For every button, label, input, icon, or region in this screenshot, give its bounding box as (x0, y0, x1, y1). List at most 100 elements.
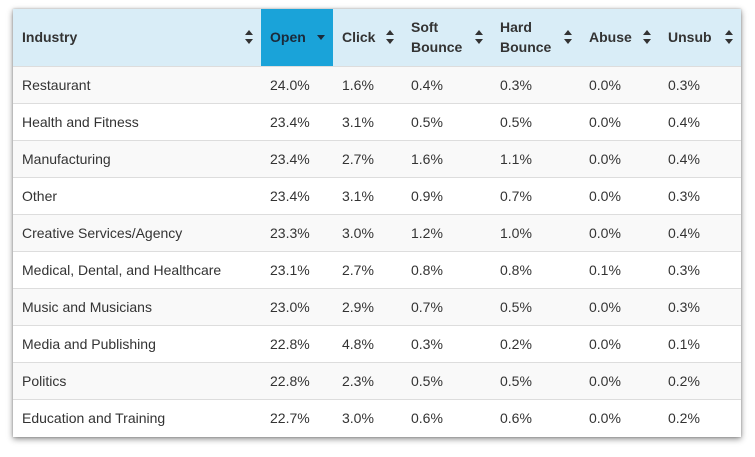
column-header-label: Soft Bounce (411, 19, 463, 56)
cell-unsub: 0.4% (659, 139, 741, 177)
column-header-hard-bounce[interactable]: Hard Bounce (491, 9, 580, 66)
cell-open: 23.4% (261, 102, 333, 140)
cell-soft-bounce: 0.5% (402, 102, 491, 140)
cell-industry: Creative Services/Agency (13, 213, 261, 251)
table-row: Health and Fitness 23.4% 3.1% 0.5% 0.5% 0.0% 0… (13, 102, 741, 140)
cell-abuse: 0.0% (580, 139, 659, 177)
cell-soft-bounce: 0.4% (402, 65, 491, 103)
table-row: Creative Services/Agency 23.3% 3.0% 1.2% 1.0… (13, 213, 741, 251)
table-row: Restaurant 24.0% 1.6% 0.4% 0.3% 0.0% 0.3% (13, 65, 741, 103)
cell-industry: Health and Fitness (13, 102, 261, 140)
cell-abuse: 0.0% (580, 287, 659, 325)
column-header-label: Unsub (668, 29, 712, 46)
cell-open: 23.3% (261, 213, 333, 251)
column-header-abuse[interactable]: Abuse (580, 9, 659, 66)
cell-hard-bounce: 1.1% (491, 139, 580, 177)
cell-unsub: 0.3% (659, 176, 741, 214)
cell-open: 22.8% (261, 324, 333, 362)
cell-unsub: 0.1% (659, 324, 741, 362)
cell-click: 2.7% (333, 250, 402, 288)
cell-industry: Politics (13, 361, 261, 399)
cell-industry: Manufacturing (13, 139, 261, 177)
table-row: Politics 22.8% 2.3% 0.5% 0.5% 0.0% 0.2% (13, 361, 741, 399)
cell-hard-bounce: 0.5% (491, 361, 580, 399)
cell-unsub: 0.4% (659, 213, 741, 251)
cell-click: 2.9% (333, 287, 402, 325)
cell-open: 24.0% (261, 65, 333, 103)
cell-unsub: 0.2% (659, 361, 741, 399)
cell-industry: Medical, Dental, and Healthcare (13, 250, 261, 288)
cell-abuse: 0.1% (580, 250, 659, 288)
sort-both-icon[interactable] (725, 30, 733, 45)
cell-open: 23.1% (261, 250, 333, 288)
cell-hard-bounce: 1.0% (491, 213, 580, 251)
column-header-label: Industry (22, 29, 78, 46)
cell-click: 3.1% (333, 102, 402, 140)
cell-unsub: 0.3% (659, 250, 741, 288)
cell-industry: Media and Publishing (13, 324, 261, 362)
cell-open: 23.0% (261, 287, 333, 325)
cell-click: 1.6% (333, 65, 402, 103)
cell-open: 23.4% (261, 176, 333, 214)
cell-hard-bounce: 0.6% (491, 398, 580, 436)
column-header-label: Hard Bounce (500, 19, 552, 56)
cell-unsub: 0.2% (659, 398, 741, 436)
column-header-click[interactable]: Click (333, 9, 402, 66)
cell-hard-bounce: 0.2% (491, 324, 580, 362)
cell-open: 22.8% (261, 361, 333, 399)
column-header-label: Open (270, 29, 306, 46)
table-row: Other 23.4% 3.1% 0.9% 0.7% 0.0% 0.3% (13, 176, 741, 214)
cell-soft-bounce: 1.2% (402, 213, 491, 251)
cell-abuse: 0.0% (580, 398, 659, 436)
cell-soft-bounce: 0.3% (402, 324, 491, 362)
cell-unsub: 0.3% (659, 287, 741, 325)
cell-hard-bounce: 0.5% (491, 287, 580, 325)
column-header-industry[interactable]: Industry (13, 9, 261, 66)
cell-hard-bounce: 0.7% (491, 176, 580, 214)
cell-soft-bounce: 0.7% (402, 287, 491, 325)
cell-click: 3.0% (333, 398, 402, 436)
cell-hard-bounce: 0.3% (491, 65, 580, 103)
cell-abuse: 0.0% (580, 361, 659, 399)
cell-click: 2.7% (333, 139, 402, 177)
sort-both-icon[interactable] (245, 30, 253, 45)
cell-click: 3.0% (333, 213, 402, 251)
cell-abuse: 0.0% (580, 324, 659, 362)
sort-desc-icon[interactable] (317, 30, 325, 44)
table-row: Education and Training 22.7% 3.0% 0.6% 0.6% 0… (13, 398, 741, 436)
cell-unsub: 0.3% (659, 65, 741, 103)
column-header-label: Click (342, 29, 376, 46)
sort-both-icon[interactable] (643, 30, 651, 45)
sort-both-icon[interactable] (564, 30, 572, 45)
cell-open: 23.4% (261, 139, 333, 177)
cell-industry: Restaurant (13, 65, 261, 103)
benchmark-table-panel: Industry Open Click Soft Bounce Hard Bounce A… (13, 9, 741, 437)
column-header-open[interactable]: Open (261, 9, 333, 66)
cell-industry: Other (13, 176, 261, 214)
cell-hard-bounce: 0.8% (491, 250, 580, 288)
industry-benchmark-table: Industry Open Click Soft Bounce Hard Bounce A… (13, 9, 741, 436)
table-row: Medical, Dental, and Healthcare 23.1% 2.7%… (13, 250, 741, 288)
cell-soft-bounce: 0.6% (402, 398, 491, 436)
cell-abuse: 0.0% (580, 102, 659, 140)
column-header-unsub[interactable]: Unsub (659, 9, 741, 66)
cell-abuse: 0.0% (580, 213, 659, 251)
table-row: Manufacturing 23.4% 2.7% 1.6% 1.1% 0.0% 0.4% (13, 139, 741, 177)
table-row: Media and Publishing 22.8% 4.8% 0.3% 0.2% 0.0… (13, 324, 741, 362)
cell-soft-bounce: 0.5% (402, 361, 491, 399)
cell-industry: Music and Musicians (13, 287, 261, 325)
cell-soft-bounce: 1.6% (402, 139, 491, 177)
cell-abuse: 0.0% (580, 65, 659, 103)
sort-both-icon[interactable] (475, 30, 483, 45)
cell-click: 4.8% (333, 324, 402, 362)
column-header-soft-bounce[interactable]: Soft Bounce (402, 9, 491, 66)
sort-both-icon[interactable] (386, 30, 394, 45)
cell-open: 22.7% (261, 398, 333, 436)
cell-click: 3.1% (333, 176, 402, 214)
cell-soft-bounce: 0.8% (402, 250, 491, 288)
cell-hard-bounce: 0.5% (491, 102, 580, 140)
cell-unsub: 0.4% (659, 102, 741, 140)
header-row: Industry Open Click Soft Bounce Hard Bounce A… (13, 9, 741, 66)
cell-soft-bounce: 0.9% (402, 176, 491, 214)
column-header-label: Abuse (589, 29, 632, 46)
